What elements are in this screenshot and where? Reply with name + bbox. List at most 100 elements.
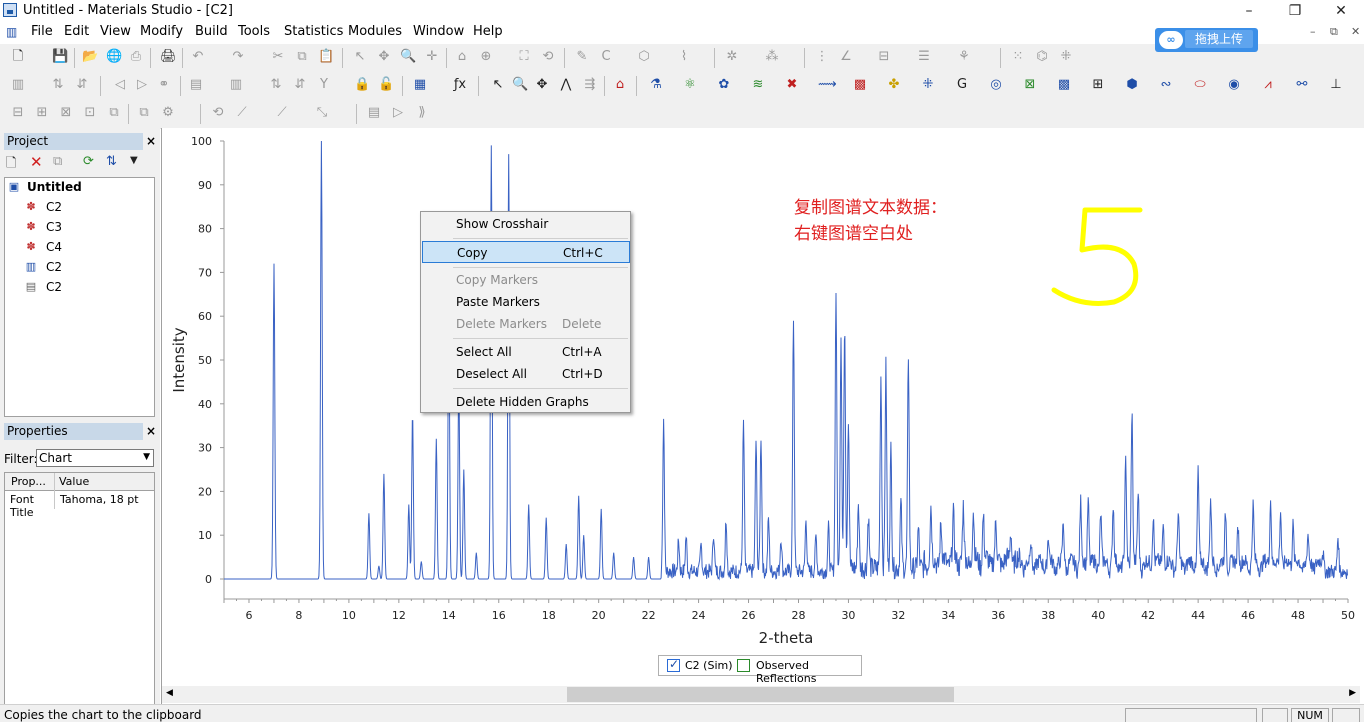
sort-za-icon[interactable]: ⇵ xyxy=(294,77,306,92)
filter-select[interactable]: Chart ▼ xyxy=(36,449,154,467)
powder-diffraction-chart[interactable]: 0 10 20 30 40 50 60 70 80 90 100 6 8 10 12 14 16 18 20 22 24… xyxy=(162,128,1364,686)
chevron-down-icon[interactable]: ▼ xyxy=(130,155,138,166)
property-name-font-title[interactable]: Font Title xyxy=(10,493,34,519)
tree-item-c4-structure[interactable]: C4 xyxy=(46,240,63,254)
delete-icon[interactable]: ✕ xyxy=(30,153,43,171)
menu-build[interactable]: Build xyxy=(195,24,228,39)
visualizer-icon[interactable]: ⬢ xyxy=(1126,77,1138,92)
symmetry-icon[interactable]: ⌬ xyxy=(1036,49,1048,64)
sort-az-icon[interactable]: ⇅ xyxy=(270,77,282,92)
menu-item-show-crosshair[interactable]: Show Crosshair xyxy=(456,217,549,231)
synthia-icon[interactable]: ▩ xyxy=(1057,77,1071,92)
menu-modify[interactable]: Modify xyxy=(140,24,184,39)
mdi-close-button[interactable]: ✕ xyxy=(1351,25,1361,38)
sketch-ring-icon[interactable]: ⬡ xyxy=(638,49,650,64)
play-icon[interactable]: ▷ xyxy=(393,105,403,120)
menu-item-select-all[interactable]: Select All Ctrl+A xyxy=(456,345,602,359)
legend-checkbox-c2-sim[interactable]: ✓ xyxy=(667,657,680,672)
scroll-left-icon[interactable]: ◀ xyxy=(166,688,173,698)
branch-icon[interactable]: ⤡ xyxy=(316,105,328,120)
align-left-icon[interactable]: ⊟ xyxy=(12,105,24,120)
pointer-icon[interactable]: ↖ xyxy=(492,77,504,92)
save-icon[interactable]: 💾 xyxy=(52,49,69,64)
print-icon[interactable]: 🖨 xyxy=(160,49,177,64)
scroll-right-icon[interactable]: ▶ xyxy=(1349,688,1356,698)
menu-edit[interactable]: Edit xyxy=(64,24,90,39)
measure-angle-icon[interactable]: ∠ xyxy=(840,49,852,64)
constraints-icon[interactable]: ⚘ xyxy=(958,49,970,64)
mdi-minimize-button[interactable]: – xyxy=(1310,25,1316,38)
home-view-icon[interactable]: ⌂ xyxy=(457,49,467,64)
materials-studio-app-icon[interactable] xyxy=(3,3,17,17)
peak-icon[interactable]: ⋀ xyxy=(560,77,572,92)
grid-icon[interactable]: ▦ xyxy=(413,77,427,92)
upload-widget[interactable]: ∞ 拖拽上传 xyxy=(1155,28,1258,52)
forcite-icon[interactable]: ≋ xyxy=(752,77,764,92)
menu-help[interactable]: Help xyxy=(473,24,503,39)
series-line-c2-sim[interactable] xyxy=(224,140,1348,581)
sort-ascending-icon[interactable]: ⇅ xyxy=(52,77,64,92)
project-panel-close[interactable]: × xyxy=(146,134,157,148)
layer-icon[interactable]: ⧉ xyxy=(109,105,119,120)
mesocite-icon[interactable]: ⟿ xyxy=(818,77,837,92)
measure-distance-icon[interactable]: ⋮ xyxy=(815,49,829,64)
gulp-icon[interactable]: ✖ xyxy=(786,77,798,92)
clean-icon[interactable]: ✲ xyxy=(726,49,738,64)
tree-item-c2-chart[interactable]: C2 xyxy=(46,260,63,274)
chain-icon[interactable]: ⟋ xyxy=(277,105,287,120)
sketch-chain-icon[interactable]: C xyxy=(601,49,611,64)
menu-item-delete-hidden-graphs[interactable]: Delete Hidden Graphs xyxy=(456,395,589,409)
castep-icon[interactable]: ⚛ xyxy=(684,77,696,92)
cut-icon[interactable]: ✂ xyxy=(272,49,284,64)
new-folder-icon[interactable]: 🗋 xyxy=(6,156,17,171)
mdi-restore-button[interactable]: ⧉ xyxy=(1330,25,1338,38)
redo-icon[interactable]: ↷ xyxy=(232,49,244,64)
center-view-icon[interactable]: ⊕ xyxy=(480,49,492,64)
zoom-icon[interactable]: 🔍 xyxy=(512,77,529,92)
script-icon[interactable]: ▤ xyxy=(367,105,381,120)
pan-icon[interactable]: ✥ xyxy=(536,77,548,92)
sort-descending-icon[interactable]: ⇵ xyxy=(76,77,88,92)
motif-icon[interactable]: ⩘ xyxy=(1264,77,1272,92)
bond-icon[interactable]: ⟋ xyxy=(237,105,247,120)
menu-tools[interactable]: Tools xyxy=(238,24,271,39)
dmol3-icon[interactable]: ✿ xyxy=(718,77,730,92)
legend-checkbox-observed-reflections[interactable] xyxy=(737,659,750,672)
scrollbar-thumb[interactable] xyxy=(567,687,954,702)
menu-statistics[interactable]: Statistics xyxy=(284,24,344,39)
new-document-icon[interactable]: 🗋 xyxy=(12,49,24,64)
tree-root-untitled[interactable]: Untitled xyxy=(27,180,82,194)
sort-icon[interactable]: ⇅ xyxy=(106,154,117,169)
adjust-hydrogen-icon[interactable]: ⁂ xyxy=(765,49,779,64)
supercell-icon[interactable]: ⁜ xyxy=(1060,49,1072,64)
equilibria-icon[interactable]: ◉ xyxy=(1228,77,1240,92)
unlock-icon[interactable]: 🔓 xyxy=(378,77,395,92)
polymorph-icon[interactable]: ✤ xyxy=(888,77,900,92)
link-icon[interactable]: ⚭ xyxy=(158,77,170,92)
rotate-tool-icon[interactable]: ✥ xyxy=(378,49,390,64)
import-icon[interactable]: 🌐 xyxy=(106,49,123,64)
function-icon[interactable]: ƒx xyxy=(453,77,467,92)
measure-torsion-icon[interactable]: ⊟ xyxy=(878,49,890,64)
group-icon[interactable]: ⧉ xyxy=(139,105,149,120)
step-icon[interactable]: ⟫ xyxy=(418,105,426,120)
distribute-icon[interactable]: ⊡ xyxy=(84,105,96,120)
property-value-font-title[interactable]: Tahoma, 18 pt xyxy=(60,493,139,506)
copy-icon[interactable]: ⧉ xyxy=(297,49,307,64)
dpd-icon[interactable]: ⬭ xyxy=(1194,77,1206,92)
close-button[interactable]: ✕ xyxy=(1335,3,1347,19)
next-icon[interactable]: ▷ xyxy=(137,77,147,92)
sketch-atom-icon[interactable]: ✎ xyxy=(576,49,588,64)
chart-document-icon[interactable]: ▥ xyxy=(6,25,18,39)
column-header-value[interactable]: Value xyxy=(59,475,90,488)
vamp-icon[interactable]: ⊞ xyxy=(1092,77,1104,92)
horizontal-scrollbar[interactable]: ◀ ▶ xyxy=(162,686,1360,703)
paste-icon[interactable]: 📋 xyxy=(318,49,335,64)
menu-window[interactable]: Window xyxy=(413,24,465,39)
chart-type-icon[interactable]: ▥ xyxy=(11,77,25,92)
previous-icon[interactable]: ◁ xyxy=(115,77,125,92)
minimize-button[interactable]: – xyxy=(1245,3,1253,19)
menu-item-paste-markers[interactable]: Paste Markers xyxy=(456,295,540,309)
morphology-icon[interactable]: ▩ xyxy=(853,77,867,92)
menu-item-copy-markers[interactable]: Copy Markers xyxy=(456,273,538,287)
